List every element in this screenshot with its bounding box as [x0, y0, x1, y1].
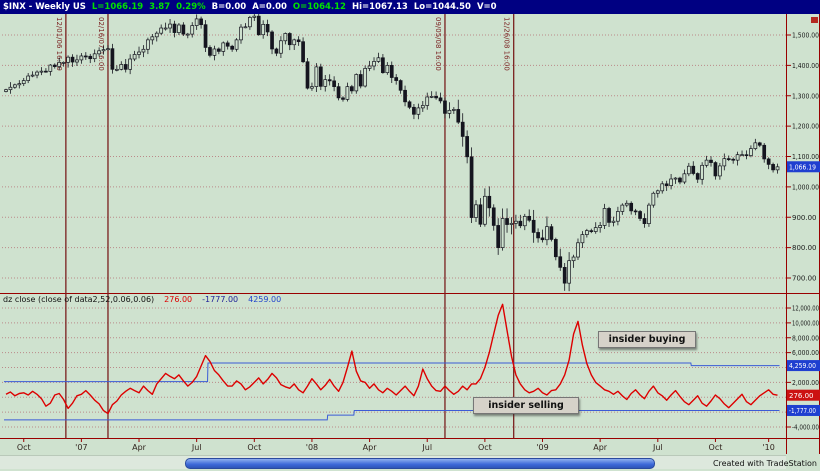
axis-price-tag — [787, 404, 820, 416]
svg-text:800.00: 800.00 — [792, 244, 817, 252]
chart-background — [0, 14, 820, 456]
time-axis-label: Oct — [247, 443, 261, 452]
time-axis: Oct '07 Apr Jul Oct '08 Apr Jul Oct '09 Apr Jul Oct '… — [17, 438, 775, 452]
grid-lines: 1,500.00 1,400.00 1,300.00 1,200.00 1,100.00… — [2, 32, 819, 432]
open-label: O=1064.12 — [292, 2, 346, 12]
price-tags: 1,066.19 4,259.00 276.00 -1,777.00 — [787, 161, 820, 416]
event-date-label: 02/16/07 16:00 — [97, 17, 105, 71]
change-label: 3.87 — [149, 2, 171, 12]
status-marker-icon — [811, 17, 818, 23]
indicator-name-label: dz close (close of data2,52,0.06,0.06) — [3, 295, 155, 304]
axis-price-tag — [787, 360, 820, 372]
axis-price-tag — [787, 389, 820, 401]
volume-label: V=0 — [476, 2, 497, 12]
time-axis-label: '08 — [306, 443, 318, 452]
last-price-label: L=1066.19 — [91, 2, 144, 12]
time-axis-label: Oct — [478, 443, 492, 452]
svg-text:900.00: 900.00 — [792, 214, 817, 222]
time-axis-label: Jul — [421, 443, 432, 452]
low-label: Lo=1044.50 — [413, 2, 471, 12]
svg-text:12,000.00: 12,000.00 — [792, 305, 819, 313]
time-axis-label: Apr — [593, 443, 608, 452]
svg-text:1,000.00: 1,000.00 — [792, 183, 819, 191]
symbol-label: $INX - Weekly US — [3, 2, 86, 12]
time-axis-label: Jul — [652, 443, 663, 452]
svg-text:-4,000.00: -4,000.00 — [792, 424, 819, 432]
svg-text:6,000.00: 6,000.00 — [792, 349, 819, 357]
indicator-header: dz close (close of data2,52,0.06,0.06) 2… — [3, 295, 281, 304]
svg-text:1,400.00: 1,400.00 — [792, 62, 819, 70]
svg-text:1,300.00: 1,300.00 — [792, 92, 819, 100]
time-axis-label: Apr — [363, 443, 378, 452]
indicator-value-1: 276.00 — [164, 295, 193, 304]
time-axis-label: '07 — [75, 443, 87, 452]
time-axis-label: Jul — [191, 443, 202, 452]
axis-price-tag — [787, 161, 820, 173]
svg-text:1,500.00: 1,500.00 — [792, 32, 819, 40]
event-date-label: 12/01/06 16:00 — [55, 17, 63, 71]
indicator-line — [5, 303, 778, 415]
price-candles — [4, 11, 780, 292]
tradestation-credit: Created with TradeStation — [712, 459, 817, 468]
scrollbar-thumb[interactable] — [185, 458, 655, 469]
bid-label: B=0.00 — [211, 2, 247, 12]
time-axis-label: Oct — [709, 443, 723, 452]
event-date-label: 12/26/08 16:00 — [503, 17, 511, 71]
indicator-value-2: -1777.00 — [202, 295, 239, 304]
horizontal-scrollbar[interactable] — [0, 455, 786, 469]
time-axis-label: '10 — [762, 443, 774, 452]
svg-text:700.00: 700.00 — [792, 275, 817, 283]
insider-selling-label[interactable]: insider selling — [473, 397, 579, 414]
svg-text:-1,777.00: -1,777.00 — [789, 407, 816, 415]
insider-buying-label[interactable]: insider buying — [598, 331, 696, 348]
event-date-label: 09/05/08 16:00 — [434, 17, 442, 71]
svg-text:8,000.00: 8,000.00 — [792, 334, 819, 342]
indicator-bands — [4, 362, 780, 421]
indicator-value-3: 4259.00 — [248, 295, 282, 304]
svg-text:4,259.00: 4,259.00 — [789, 362, 816, 370]
svg-text:1,066.19: 1,066.19 — [789, 163, 816, 171]
time-axis-label: Apr — [132, 443, 147, 452]
title-bar: $INX - Weekly US L=1066.19 3.87 0.29% B=… — [0, 0, 820, 14]
ask-label: A=0.00 — [252, 2, 287, 12]
change-pct-label: 0.29% — [176, 2, 206, 12]
time-axis-label: '09 — [536, 443, 548, 452]
svg-text:2,000.00: 2,000.00 — [792, 379, 819, 387]
svg-text:10,000.00: 10,000.00 — [792, 319, 819, 327]
svg-text:1,100.00: 1,100.00 — [792, 153, 819, 161]
svg-text:276.00: 276.00 — [789, 392, 814, 400]
svg-text:1,200.00: 1,200.00 — [792, 123, 819, 131]
time-axis-label: Oct — [17, 443, 31, 452]
high-label: Hi=1067.13 — [351, 2, 408, 12]
